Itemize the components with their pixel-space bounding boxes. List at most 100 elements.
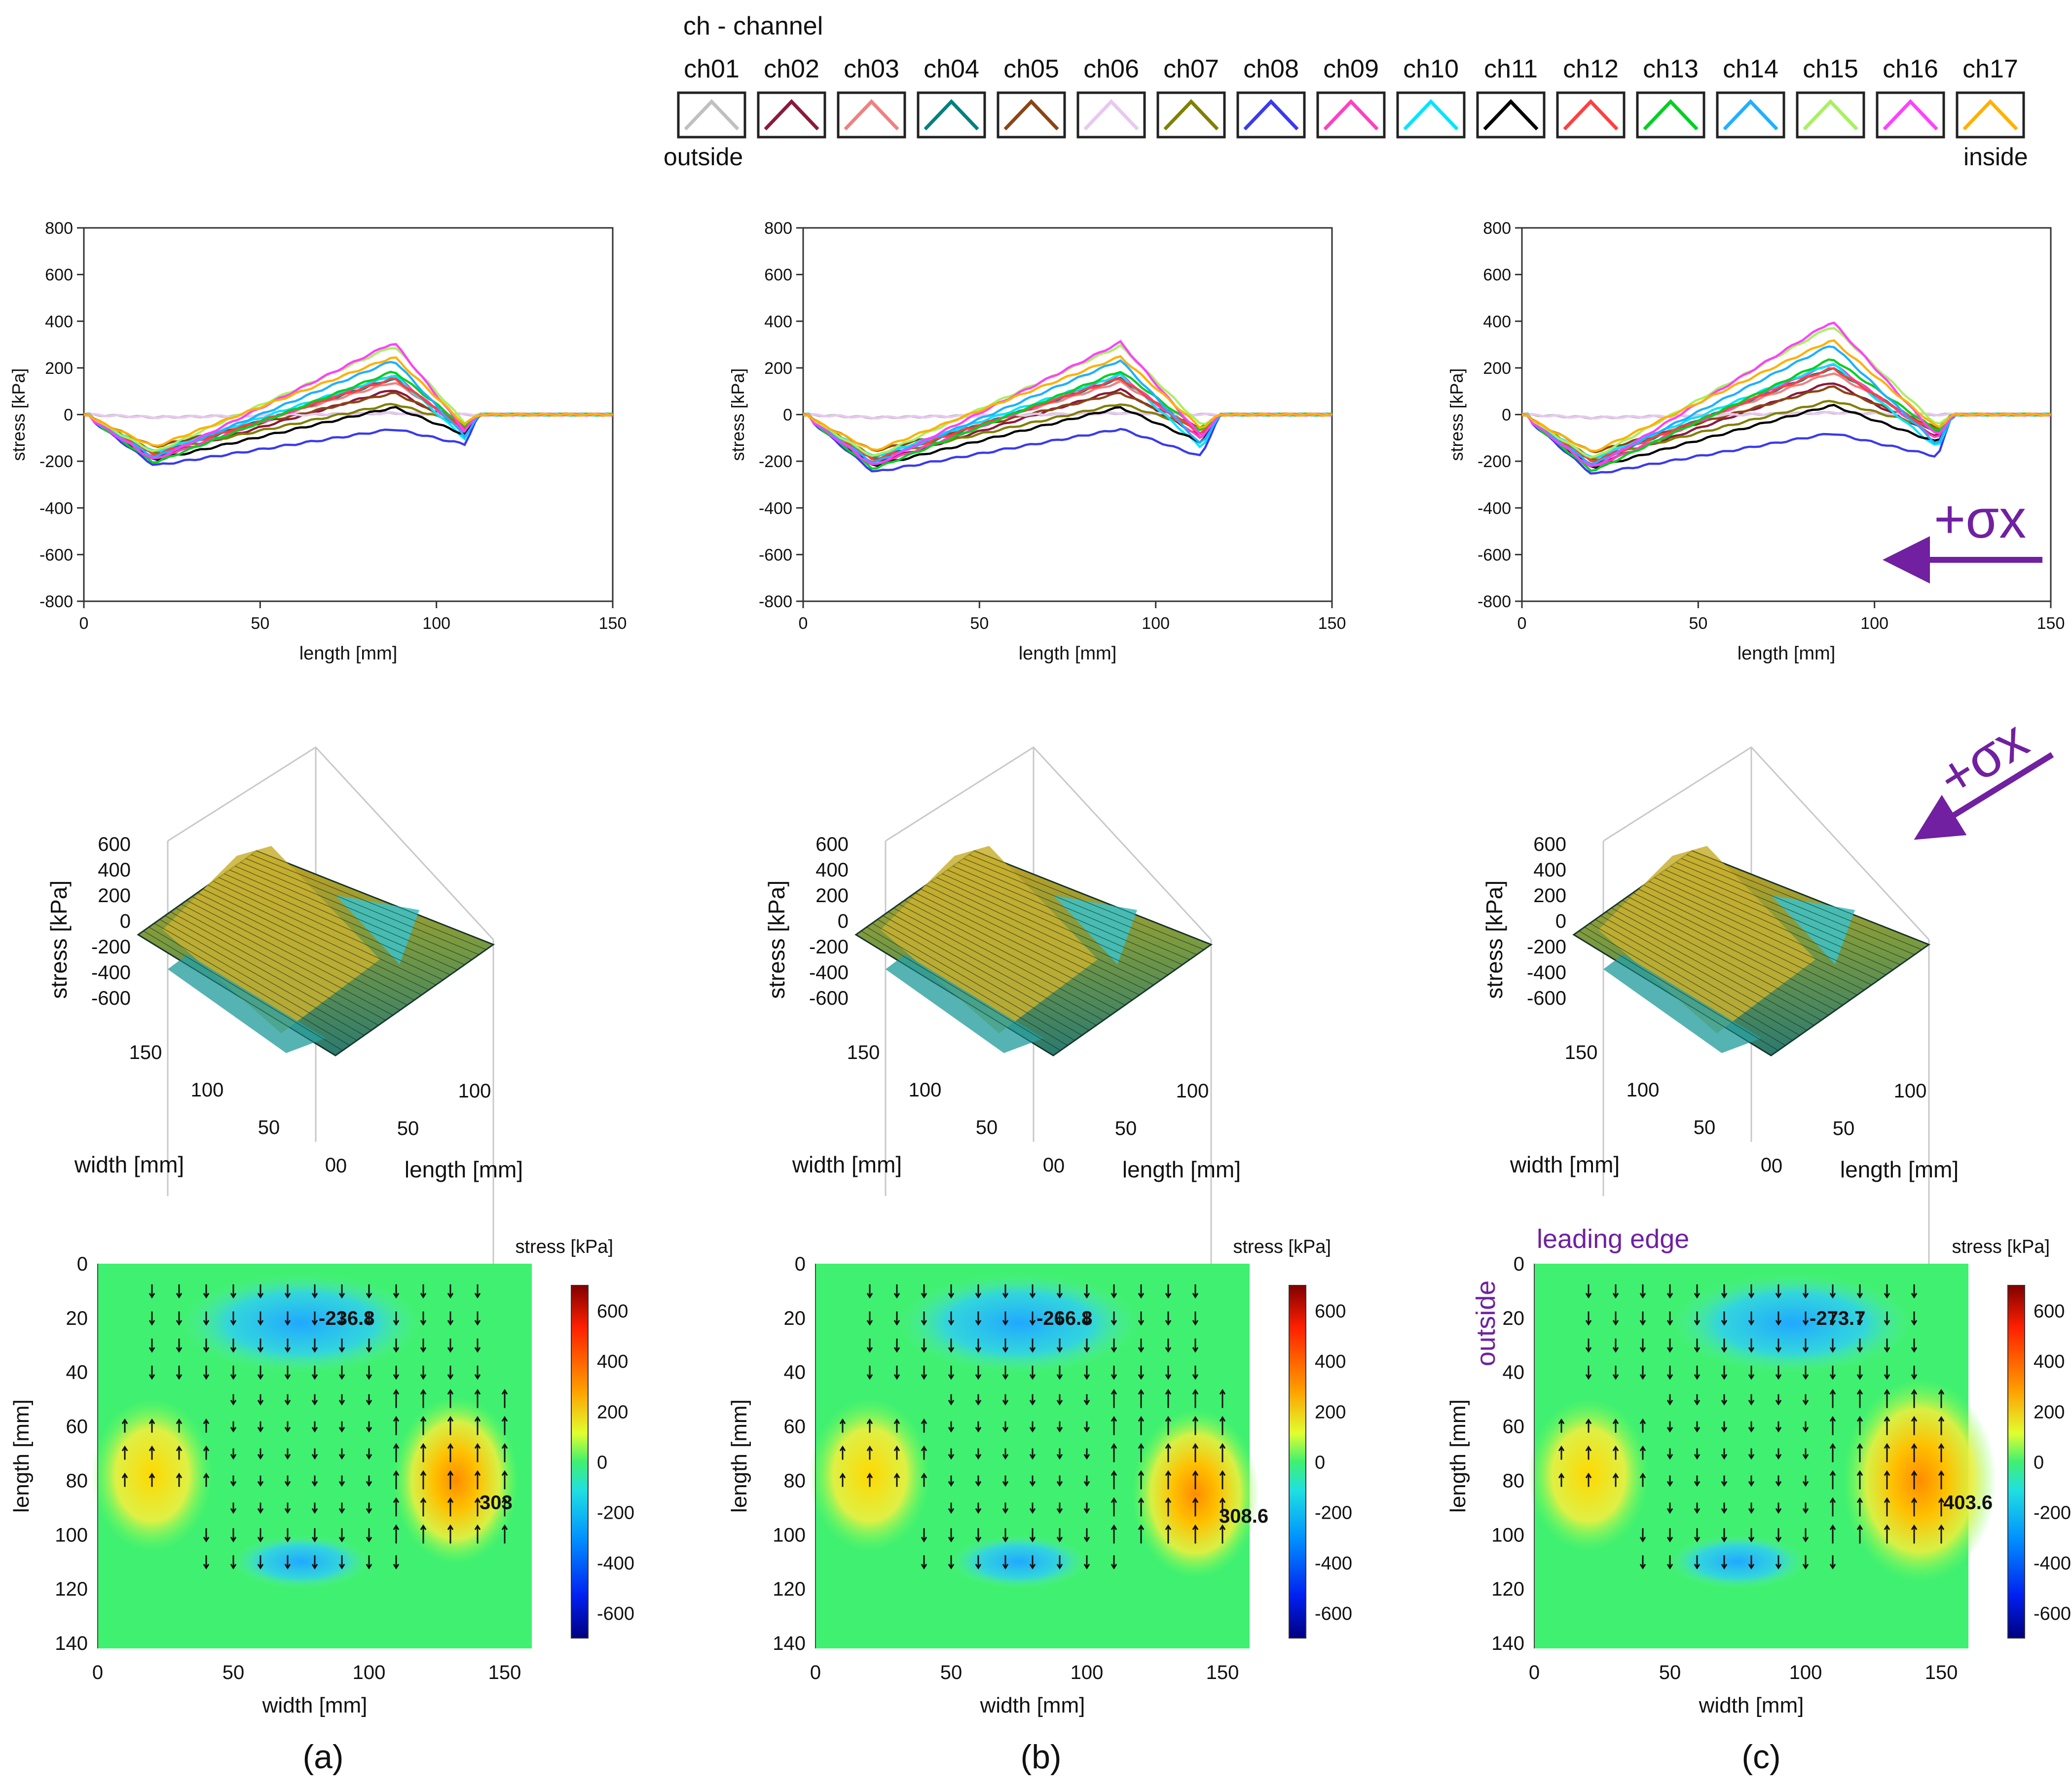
z-tick-label: -600 — [1527, 987, 1566, 1009]
mesh-line — [1600, 915, 1808, 1031]
stress-vector-head — [1029, 1399, 1036, 1406]
stress-vector-head — [284, 1399, 291, 1406]
stress-vector-head — [1110, 1443, 1117, 1449]
stress-vector-head — [921, 1536, 927, 1543]
x-tick-label: 150 — [1206, 1662, 1239, 1683]
panel-label: (a) — [302, 1738, 343, 1776]
stress-vector-head — [1748, 1454, 1755, 1460]
hot-region-right — [1131, 1409, 1259, 1579]
z-tick-label: -600 — [809, 987, 849, 1009]
stress-vector-head — [1612, 1293, 1619, 1299]
stress-vector-head — [420, 1347, 427, 1353]
stress-vector-head — [1748, 1347, 1755, 1353]
stress-vector-head — [1856, 1497, 1863, 1503]
x-tick-label: 0 — [799, 614, 808, 633]
stress-vector-head — [1083, 1564, 1090, 1570]
colorbar-tick-label: -600 — [597, 1604, 634, 1624]
stress-vector-head — [257, 1508, 264, 1514]
length-axis-label: length [mm] — [1122, 1157, 1241, 1182]
stress-vector-head — [1829, 1443, 1836, 1449]
stress-vector-head — [1775, 1399, 1782, 1406]
legend-swatch-line — [1483, 99, 1539, 131]
x-tick-label: 150 — [599, 614, 627, 633]
stress-vector-head — [1802, 1564, 1809, 1570]
legend-item-ch04: ch04 — [917, 55, 986, 139]
colorbar-tick-label: -400 — [597, 1553, 634, 1574]
y-tick-label: -600 — [39, 546, 73, 564]
colorbar-tick-label: 200 — [2034, 1402, 2065, 1423]
sigma-label-top: +σx — [1934, 489, 2026, 549]
stress-vector-head — [1856, 1347, 1863, 1353]
x-tick-label: 0 — [1529, 1662, 1540, 1683]
x-tick-label: 100 — [1142, 614, 1170, 633]
y-tick-label: 400 — [45, 312, 73, 331]
mesh-line — [1670, 866, 1901, 965]
y-tick-label: 40 — [66, 1362, 88, 1384]
stress-vector-head — [1884, 1347, 1890, 1353]
stress-vector-head — [1694, 1454, 1701, 1460]
y-tick-label: 200 — [764, 359, 792, 378]
stress-vector-head — [1884, 1524, 1890, 1531]
stress-vector-head — [366, 1426, 372, 1433]
stress-vector-head — [1721, 1374, 1728, 1380]
length-tick-label: 100 — [1894, 1080, 1927, 1102]
y-tick-label: -800 — [759, 592, 792, 611]
stress-vector-head — [176, 1445, 183, 1452]
y-axis-label: stress [kPa] — [8, 368, 29, 461]
stress-vector-head — [1829, 1347, 1836, 1353]
line-chart-c: 800 600 400 200 0 -200 -400 -600 -800 0 50 100 150 le… — [1446, 219, 2065, 664]
mesh-line — [240, 862, 472, 960]
stress-vector-head — [1829, 1470, 1836, 1476]
width-tick-label: 0 — [1043, 1154, 1054, 1176]
legend-item-ch09: ch09 — [1316, 55, 1386, 139]
stress-vector-head — [1666, 1320, 1673, 1326]
stress-vector-head — [1138, 1293, 1145, 1299]
stress-vector-head — [893, 1347, 900, 1353]
stress-vector-head — [203, 1347, 210, 1353]
colorbar — [571, 1285, 589, 1639]
stress-vector-head — [1884, 1443, 1890, 1449]
stress-vector-head — [1775, 1481, 1782, 1487]
stress-vector-head — [1083, 1320, 1090, 1326]
stress-vector-head — [1802, 1399, 1809, 1406]
stress-vector-head — [203, 1320, 210, 1326]
stress-vector-head — [1002, 1320, 1009, 1326]
stress-vector-head — [1056, 1399, 1063, 1406]
stress-vector-head — [1138, 1320, 1145, 1326]
mesh-line — [186, 900, 401, 1011]
stress-vector-head — [338, 1374, 345, 1380]
stress-vector-head — [1884, 1470, 1890, 1476]
stress-vector-head — [1666, 1293, 1673, 1299]
z-tick-label: -400 — [1527, 962, 1566, 984]
stress-vector-head — [1219, 1388, 1226, 1395]
mesh-line — [154, 923, 358, 1041]
stress-vector-head — [1639, 1445, 1646, 1452]
mesh-line — [1654, 877, 1879, 981]
stress-vector-head — [284, 1564, 291, 1570]
stress-vector-head — [501, 1524, 508, 1531]
mesh-line — [143, 930, 343, 1051]
stress-vector-head — [1694, 1374, 1701, 1380]
mesh-line — [219, 877, 444, 981]
stress-vector-head — [1110, 1416, 1117, 1422]
stress-vector-head — [948, 1347, 955, 1353]
stress-vector-head — [447, 1524, 454, 1531]
sigma-annotation-top: +σx — [1883, 489, 2042, 584]
z-tick-label: -200 — [91, 936, 131, 958]
stress-vector-head — [1775, 1293, 1782, 1299]
stress-vector-head — [975, 1508, 982, 1514]
stress-vector-head — [420, 1443, 427, 1449]
mesh-line — [1606, 911, 1814, 1026]
surface-trough — [1053, 895, 1137, 964]
stress-vector-head — [148, 1320, 155, 1326]
min-value-label: -236.8 — [319, 1308, 374, 1329]
outside-vertical-label: outside — [1471, 1280, 1501, 1366]
z-tick-label: -600 — [91, 987, 131, 1009]
y-tick-label: 40 — [784, 1362, 806, 1384]
stress-vector-head — [1083, 1293, 1090, 1299]
legend-swatch-box — [1076, 91, 1146, 139]
x-tick-label: 100 — [1789, 1662, 1822, 1683]
stress-vector-head — [1192, 1470, 1199, 1476]
y-tick-label: 80 — [66, 1470, 88, 1492]
